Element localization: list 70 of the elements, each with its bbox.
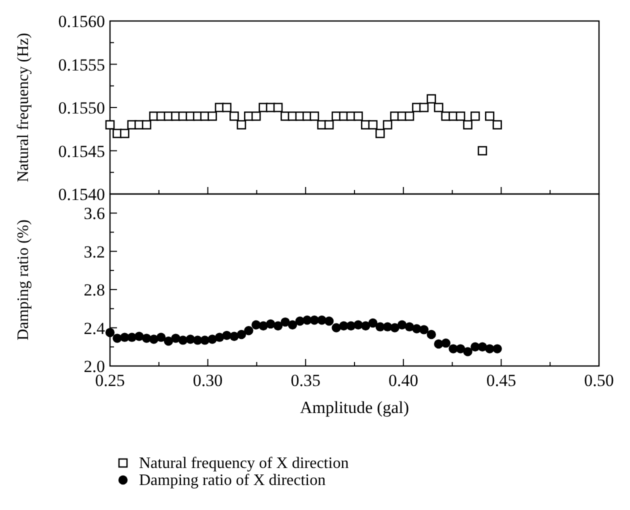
point [368, 318, 378, 328]
y-axis-title: Natural frequency (Hz) [15, 32, 32, 182]
point [441, 338, 450, 348]
legend-label: Damping ratio of X direction [139, 472, 326, 489]
x-tick-label: 0.40 [388, 371, 418, 390]
y-tick-label: 0.1555 [58, 55, 105, 74]
point [105, 120, 115, 130]
point [178, 336, 188, 345]
point [288, 320, 298, 330]
point [368, 120, 378, 130]
point [492, 120, 502, 130]
point [419, 325, 429, 334]
x-tick-label: 0.30 [192, 371, 223, 390]
x-tick-label: 0.45 [486, 371, 516, 390]
point [478, 342, 488, 352]
point [361, 321, 370, 330]
point [236, 330, 246, 340]
y-tick-label: 0.1550 [58, 98, 105, 118]
point [426, 330, 436, 340]
point [485, 344, 494, 354]
point [375, 128, 385, 138]
point [230, 112, 239, 121]
y-tick-label: 0.1540 [58, 185, 105, 204]
legend-label: Natural frequency of X direction [139, 455, 349, 472]
point [478, 146, 488, 156]
point [273, 102, 283, 112]
y-tick-label: 0.1545 [58, 142, 105, 161]
point [236, 120, 246, 130]
y-tick-label: 3.6 [84, 204, 105, 224]
y-tick-label: 3.2 [84, 242, 105, 262]
point [434, 102, 444, 112]
point [142, 120, 152, 130]
point [426, 94, 436, 104]
point [222, 102, 232, 112]
point [354, 112, 363, 121]
x-tick-label: 0.35 [290, 371, 320, 390]
y-axis-title: Damping ratio (%) [15, 220, 32, 340]
point [332, 323, 341, 332]
point [156, 332, 166, 342]
point [456, 112, 466, 121]
point [492, 344, 502, 354]
point [244, 326, 254, 336]
point [419, 102, 429, 112]
point [266, 319, 276, 329]
point [404, 112, 414, 121]
x-axis-title: Amplitude (gal) [300, 398, 410, 417]
point [463, 347, 472, 356]
point [485, 112, 494, 121]
x-tick-label: 0.50 [584, 371, 614, 390]
point [397, 320, 407, 330]
point [251, 112, 261, 121]
point [280, 317, 290, 327]
point [208, 112, 217, 121]
point [382, 120, 392, 130]
point [134, 332, 144, 341]
point [324, 316, 334, 326]
y-tick-label: 2.4 [84, 318, 106, 338]
point [390, 323, 400, 332]
point [120, 128, 130, 138]
point [164, 336, 174, 346]
point [105, 328, 115, 338]
point [310, 112, 320, 121]
point [404, 322, 414, 332]
y-tick-label: 2.8 [84, 280, 105, 300]
point [463, 120, 472, 130]
point [273, 321, 283, 330]
point [324, 120, 334, 130]
point [456, 344, 466, 354]
y-tick-label: 0.1560 [58, 12, 105, 31]
point [470, 112, 480, 121]
